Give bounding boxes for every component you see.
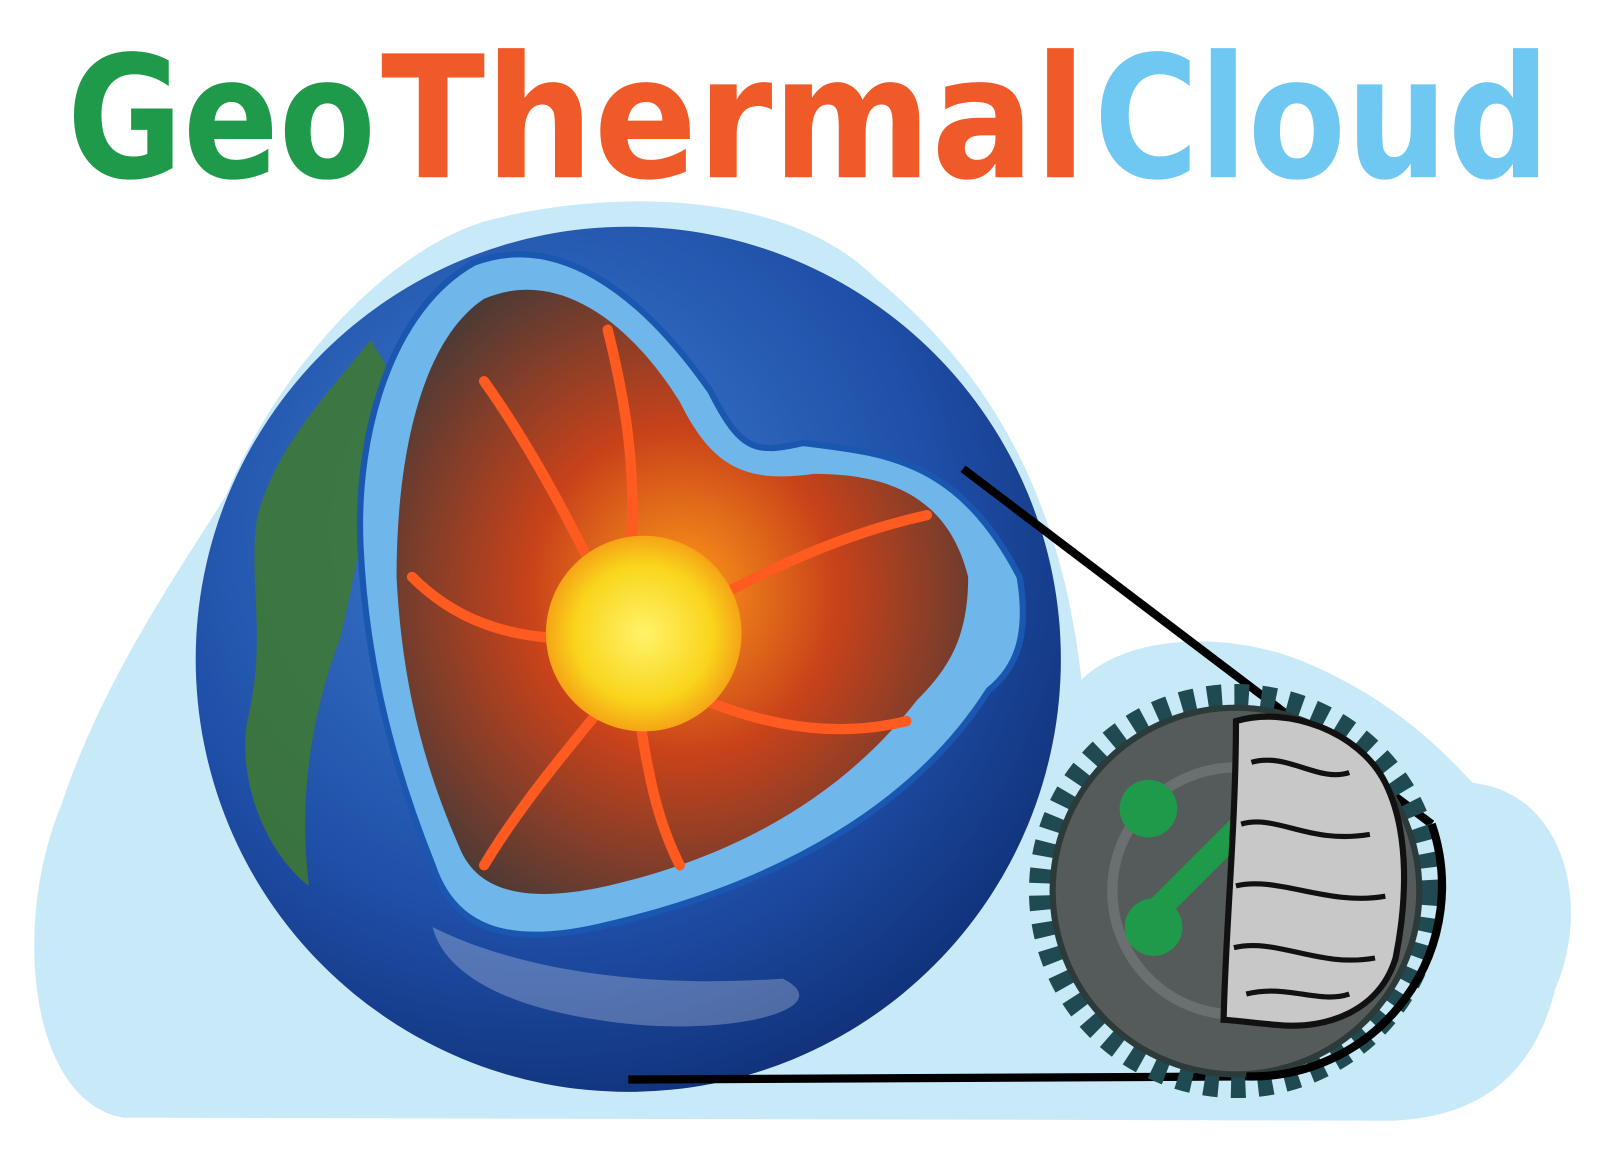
fold [1245, 988, 1351, 1000]
fold [1233, 942, 1376, 963]
zoom-arc [1246, 822, 1447, 1081]
brain-folds [1233, 757, 1386, 1000]
clouds-texture [432, 927, 800, 1027]
zoom-line [628, 1072, 1247, 1084]
fold [1240, 819, 1371, 840]
fold [1235, 881, 1386, 901]
vein [478, 695, 613, 871]
title-cloud: Cloud [1094, 20, 1550, 218]
wrench [1119, 779, 1249, 956]
title-thermal: Thermal [381, 20, 1087, 218]
core [545, 535, 742, 732]
wrench-head [1119, 779, 1178, 838]
wrench-head [1124, 898, 1183, 956]
vein [633, 705, 685, 871]
title-geo: Geo [67, 20, 376, 218]
gear-teeth [1028, 684, 1443, 1099]
fold [1250, 757, 1351, 778]
wrench-handle [1151, 818, 1249, 917]
